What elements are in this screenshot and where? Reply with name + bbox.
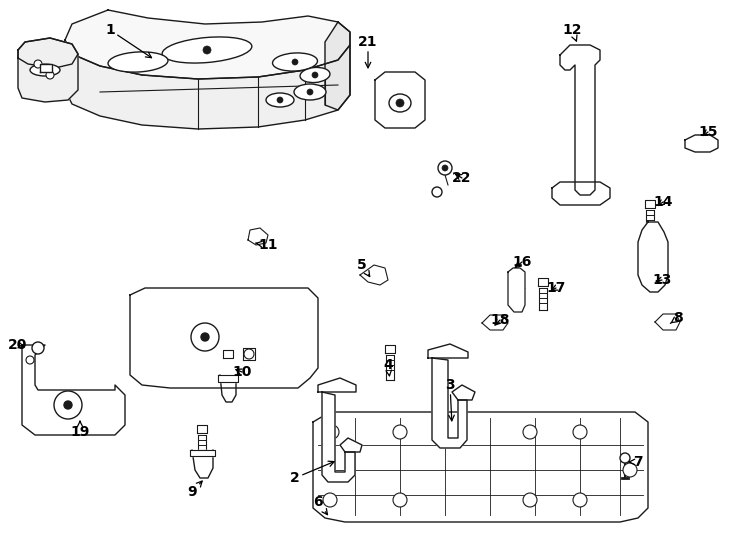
Circle shape <box>312 72 318 78</box>
Ellipse shape <box>272 53 318 71</box>
Circle shape <box>191 323 219 351</box>
Circle shape <box>292 59 298 65</box>
Text: 4: 4 <box>383 358 393 376</box>
Circle shape <box>396 99 404 107</box>
Polygon shape <box>538 278 548 286</box>
Polygon shape <box>375 72 425 128</box>
Text: 19: 19 <box>70 421 90 439</box>
Circle shape <box>26 356 34 364</box>
Polygon shape <box>248 228 268 245</box>
Polygon shape <box>645 200 655 208</box>
Circle shape <box>523 493 537 507</box>
Polygon shape <box>218 375 238 382</box>
Polygon shape <box>340 438 362 452</box>
Polygon shape <box>243 348 255 360</box>
Polygon shape <box>638 222 668 292</box>
Ellipse shape <box>30 64 60 76</box>
Polygon shape <box>552 182 610 205</box>
Circle shape <box>438 161 452 175</box>
Text: 12: 12 <box>562 23 582 41</box>
Circle shape <box>34 60 42 68</box>
Text: 7: 7 <box>629 455 643 469</box>
Polygon shape <box>318 378 356 392</box>
Text: 14: 14 <box>653 195 673 209</box>
Polygon shape <box>452 385 475 400</box>
Circle shape <box>201 333 209 341</box>
Polygon shape <box>313 412 648 522</box>
Circle shape <box>393 493 407 507</box>
Circle shape <box>432 187 442 197</box>
Text: 21: 21 <box>358 35 378 68</box>
Circle shape <box>620 453 630 463</box>
Text: 17: 17 <box>546 281 566 295</box>
Polygon shape <box>223 350 233 358</box>
Text: 3: 3 <box>446 378 455 421</box>
Circle shape <box>442 165 448 171</box>
Polygon shape <box>197 425 207 433</box>
Ellipse shape <box>108 52 168 72</box>
Circle shape <box>323 493 337 507</box>
Text: 5: 5 <box>357 258 370 276</box>
Polygon shape <box>385 345 395 353</box>
Text: 1: 1 <box>105 23 151 58</box>
Ellipse shape <box>294 84 326 100</box>
Polygon shape <box>322 392 355 482</box>
Circle shape <box>203 46 211 54</box>
Text: 6: 6 <box>313 495 327 515</box>
Circle shape <box>393 425 407 439</box>
Text: 8: 8 <box>670 311 683 325</box>
Polygon shape <box>655 314 680 330</box>
Text: 11: 11 <box>255 238 277 252</box>
Polygon shape <box>685 135 718 152</box>
Ellipse shape <box>389 94 411 112</box>
Polygon shape <box>325 22 350 110</box>
Text: 22: 22 <box>452 171 472 185</box>
Ellipse shape <box>266 93 294 107</box>
Text: 15: 15 <box>698 125 718 139</box>
Polygon shape <box>65 10 350 79</box>
Circle shape <box>307 89 313 95</box>
Text: 10: 10 <box>233 365 252 379</box>
Polygon shape <box>432 358 467 448</box>
Circle shape <box>32 342 44 354</box>
Polygon shape <box>22 345 125 435</box>
Ellipse shape <box>300 68 330 83</box>
Polygon shape <box>482 315 508 330</box>
Circle shape <box>325 425 339 439</box>
Circle shape <box>244 349 254 359</box>
Ellipse shape <box>162 37 252 63</box>
Polygon shape <box>360 265 388 285</box>
Polygon shape <box>18 38 78 68</box>
Circle shape <box>573 425 587 439</box>
Circle shape <box>573 493 587 507</box>
Circle shape <box>54 391 82 419</box>
Polygon shape <box>190 450 215 456</box>
Text: 16: 16 <box>512 255 531 269</box>
Polygon shape <box>130 288 318 388</box>
Polygon shape <box>40 64 52 72</box>
Polygon shape <box>508 268 525 312</box>
Text: 2: 2 <box>290 461 334 485</box>
Circle shape <box>523 425 537 439</box>
Circle shape <box>277 97 283 103</box>
Polygon shape <box>65 40 350 129</box>
Text: 9: 9 <box>187 481 202 499</box>
Text: 13: 13 <box>653 273 672 287</box>
Circle shape <box>64 401 72 409</box>
Polygon shape <box>428 344 468 358</box>
Text: 20: 20 <box>8 338 28 352</box>
Polygon shape <box>18 38 78 102</box>
Text: 18: 18 <box>490 313 509 327</box>
Circle shape <box>46 71 54 79</box>
Circle shape <box>623 463 637 477</box>
Polygon shape <box>560 45 600 195</box>
